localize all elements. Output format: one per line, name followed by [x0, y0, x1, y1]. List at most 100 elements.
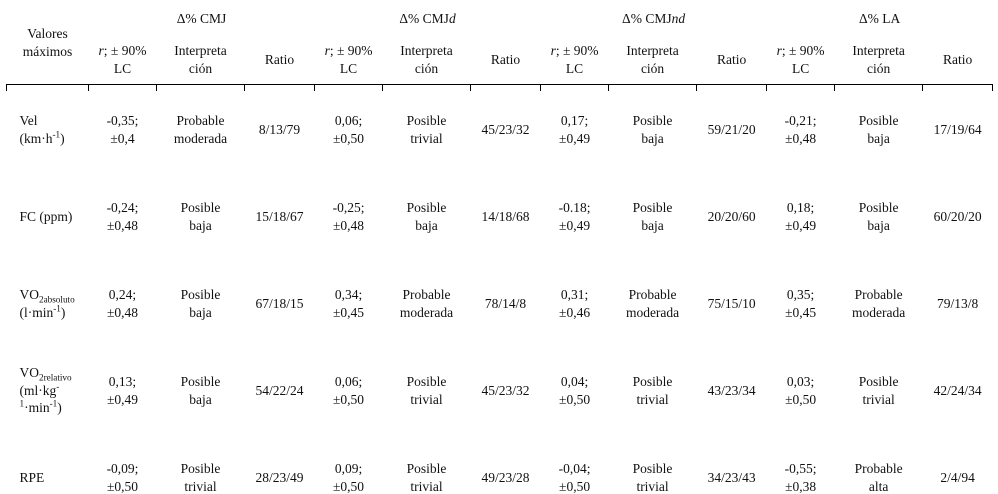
subheader-r-lc: r; ± 90% LC — [766, 36, 835, 85]
table-body: Vel (km·h-1) -0,35; ±0,4 Probable modera… — [7, 91, 993, 494]
cell-ratio: 34/23/43 — [707, 469, 756, 485]
cell-r-lc: -0,21; ±0,48 — [784, 112, 817, 146]
cell-r-lc: 0,34; ±0,45 — [333, 286, 365, 320]
cell-ratio: 8/13/79 — [258, 121, 301, 137]
cell-r-lc: -0,04; ±0,50 — [558, 460, 591, 494]
cell-interpretacion: Posible trivial — [632, 460, 673, 494]
cell-r-lc: -0,24; ±0,48 — [106, 199, 139, 233]
row-label: VO2relativo (ml·kg- 1·min-1) — [19, 364, 72, 416]
tick — [243, 84, 315, 91]
cell-interpretacion: Posible baja — [180, 373, 221, 407]
cell-ratio: 14/18/68 — [481, 208, 530, 224]
cell-ratio: 60/20/20 — [933, 208, 982, 224]
cell-r-lc: 0,17; ±0,49 — [559, 112, 591, 146]
subheader-interpretacion: Interpreta ción — [382, 36, 471, 85]
subheader-interpretacion: Interpreta ción — [608, 36, 697, 85]
cell-ratio: 28/23/49 — [255, 469, 304, 485]
tick — [696, 84, 767, 91]
header-group-row: Valores máximos Δ% CMJ Δ% CMJd Δ% CMJnd … — [6, 2, 993, 85]
tick — [314, 84, 383, 91]
table-row-vo2absoluto: VO2absoluto (l·min-1) 0,24; ±0,48 Posibl… — [7, 265, 993, 352]
table-row-vo2relativo: VO2relativo (ml·kg- 1·min-1) 0,13; ±0,49… — [7, 352, 993, 439]
cell-r-lc: -0,55; ±0,38 — [784, 460, 817, 494]
tick — [6, 84, 89, 91]
results-table: Valores máximos Δ% CMJ Δ% CMJd Δ% CMJnd … — [6, 2, 994, 494]
subheader-ratio: Ratio — [470, 36, 541, 85]
cell-interpretacion: Probable moderada — [399, 286, 454, 320]
table-row-rpe: RPE -0,09; ±0,50 Posible trivial 28/23/4… — [7, 439, 993, 494]
cell-r-lc: -0,09; ±0,50 — [106, 460, 139, 494]
cell-interpretacion: Posible baja — [180, 199, 221, 233]
cell-r-lc: 0,06; ±0,50 — [333, 112, 365, 146]
subheader-interpretacion: Interpreta ción — [156, 36, 245, 85]
tick — [540, 84, 609, 91]
cell-ratio: 59/21/20 — [707, 121, 756, 137]
subheader-ratio: Ratio — [696, 36, 767, 85]
cell-ratio: 67/18/15 — [255, 295, 304, 311]
cell-r-lc: 0,24; ±0,48 — [106, 286, 139, 320]
group-header-cmjd: Δ% CMJd — [399, 11, 456, 27]
cell-r-lc: 0,04; ±0,50 — [559, 373, 591, 407]
row-label: RPE — [19, 469, 45, 485]
cell-ratio: 78/14/8 — [484, 295, 527, 311]
cell-ratio: 15/18/67 — [255, 208, 304, 224]
cell-interpretacion: Posible baja — [406, 199, 447, 233]
cell-interpretacion: Posible baja — [180, 286, 221, 320]
cell-r-lc: -0,25; ±0,48 — [332, 199, 365, 233]
cell-interpretacion: Posible trivial — [406, 460, 447, 494]
cell-r-lc: 0,03; ±0,50 — [785, 373, 817, 407]
cell-interpretacion: Posible trivial — [180, 460, 221, 494]
corner-header-valores-maximos: Valores máximos — [6, 2, 89, 85]
table-header: Valores máximos Δ% CMJ Δ% CMJd Δ% CMJnd … — [6, 2, 994, 91]
subheader-ratio: Ratio — [922, 36, 993, 85]
cell-r-lc: 0,06; ±0,50 — [333, 373, 365, 407]
cell-ratio: 49/23/28 — [481, 469, 530, 485]
tick — [88, 84, 157, 91]
tick — [156, 84, 245, 91]
tick — [766, 84, 835, 91]
cell-interpretacion: Posible trivial — [406, 373, 447, 407]
cell-r-lc: 0,35; ±0,45 — [785, 286, 817, 320]
subheader-r-lc: r; ± 90% LC — [314, 36, 383, 85]
cell-r-lc: 0,18; ±0,49 — [785, 199, 817, 233]
cell-interpretacion: Probable moderada — [625, 286, 680, 320]
cell-ratio: 17/19/64 — [933, 121, 982, 137]
tick — [834, 84, 923, 91]
cell-interpretacion: Posible baja — [632, 199, 673, 233]
cell-interpretacion: Posible trivial — [632, 373, 673, 407]
group-header-cmjnd: Δ% CMJnd — [622, 11, 686, 27]
tick — [382, 84, 471, 91]
cell-interpretacion: Probable alta — [854, 460, 903, 494]
table-row-fc: FC (ppm) -0,24; ±0,48 Posible baja 15/18… — [7, 178, 993, 265]
cell-interpretacion: Posible baja — [858, 199, 899, 233]
table-row-vel: Vel (km·h-1) -0,35; ±0,4 Probable modera… — [7, 91, 993, 178]
cell-ratio: 2/4/94 — [940, 469, 975, 485]
cell-r-lc: 0,13; ±0,49 — [106, 373, 139, 407]
subheader-r-lc: r; ± 90% LC — [88, 36, 157, 85]
column-divider-ticks-top — [6, 84, 994, 91]
tick — [608, 84, 697, 91]
cell-ratio: 45/23/32 — [481, 121, 530, 137]
cell-interpretacion: Posible trivial — [858, 373, 899, 407]
cell-interpretacion: Posible baja — [632, 112, 673, 146]
cell-r-lc: 0,09; ±0,50 — [333, 460, 365, 494]
row-label: FC (ppm) — [19, 208, 73, 224]
header-sub-row: r; ± 90% LC Interpreta ción Ratio r; ± 9… — [7, 36, 993, 85]
subheader-interpretacion: Interpreta ción — [834, 36, 923, 85]
cell-ratio: 45/23/32 — [481, 382, 530, 398]
cell-ratio: 79/13/8 — [936, 295, 979, 311]
cell-interpretacion: Posible trivial — [406, 112, 447, 146]
cell-ratio: 43/23/34 — [707, 382, 756, 398]
cell-ratio: 75/15/10 — [707, 295, 756, 311]
subheader-r-lc: r; ± 90% LC — [540, 36, 609, 85]
cell-r-lc: -0.18; ±0,49 — [558, 199, 591, 233]
cell-ratio: 20/20/60 — [707, 208, 756, 224]
group-header-cmj: Δ% CMJ — [176, 11, 227, 27]
cell-ratio: 42/24/34 — [933, 382, 982, 398]
cell-r-lc: -0,35; ±0,4 — [106, 112, 139, 146]
cell-interpretacion: Probable moderada — [173, 112, 228, 146]
cell-r-lc: 0,31; ±0,46 — [559, 286, 591, 320]
row-label: VO2absoluto (l·min-1) — [19, 286, 75, 320]
tick — [922, 84, 994, 91]
cell-interpretacion: Posible baja — [858, 112, 899, 146]
